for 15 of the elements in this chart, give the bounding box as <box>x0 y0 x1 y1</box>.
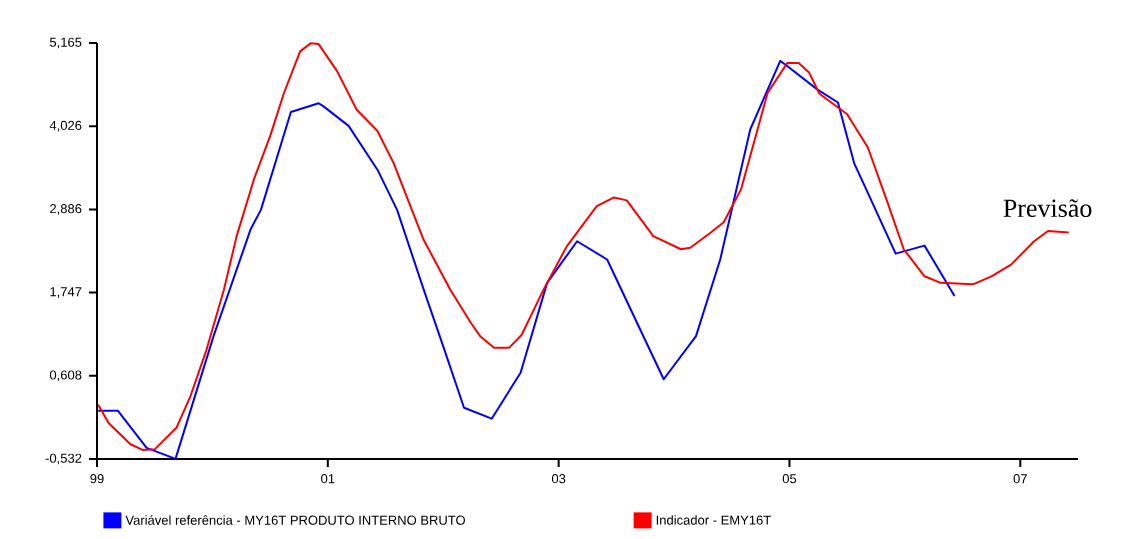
legend-label: Variável referência - MY16T PRODUTO INTERNO BRUTO <box>125 515 465 525</box>
y-tick-label: 0,608 <box>49 370 82 382</box>
y-tick-label: 5,165 <box>49 37 82 49</box>
x-tick-label: 07 <box>1013 474 1027 484</box>
x-tick-label: 05 <box>782 474 797 484</box>
x-tick-label: 03 <box>551 474 566 484</box>
y-tick-label: 2,886 <box>50 204 82 215</box>
legend-label: Indicador - EMY16T <box>656 515 771 525</box>
annotation: Previsão <box>1003 199 1092 218</box>
x-tick-label: 01 <box>321 474 335 484</box>
y-tick-label: 1,747 <box>50 287 82 298</box>
y-tick-label: 4,026 <box>49 120 82 132</box>
x-tick-label: 99 <box>90 474 104 484</box>
y-tick-label: -0,532 <box>45 453 82 465</box>
line-series <box>97 59 956 460</box>
